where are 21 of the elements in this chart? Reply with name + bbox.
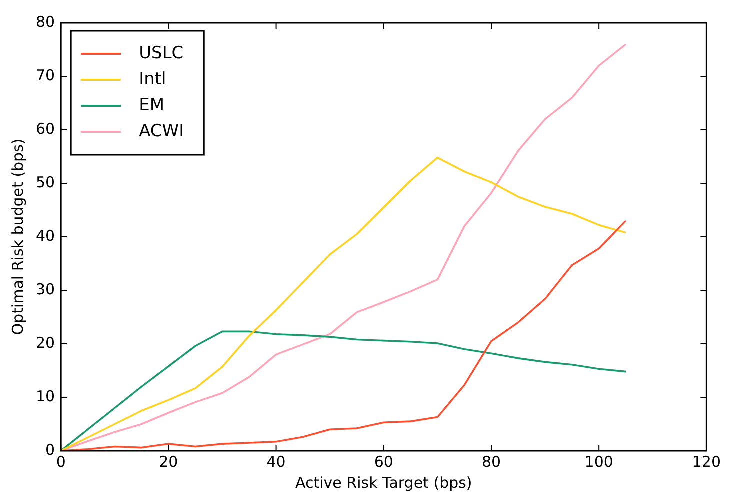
- x-tick-label: 120: [692, 452, 722, 471]
- y-tick-label: 10: [36, 387, 56, 406]
- y-tick-label: 70: [36, 66, 56, 84]
- legend-label: USLC: [139, 43, 184, 64]
- x-tick-label: 60: [374, 452, 394, 471]
- y-tick-label: 30: [36, 280, 56, 298]
- y-tick-label: 60: [36, 120, 56, 138]
- x-tick-label: 40: [266, 452, 286, 471]
- y-tick-label: 20: [36, 334, 56, 352]
- y-tick-label: 0: [46, 440, 56, 459]
- y-tick-label: 50: [36, 173, 56, 192]
- y-tick-label: 80: [36, 12, 56, 31]
- x-tick-label: 80: [482, 452, 502, 471]
- y-tick-label: 40: [36, 226, 56, 245]
- y-axis-title: Optimal Risk budget (bps): [8, 138, 27, 336]
- legend-label: Intl: [139, 69, 166, 90]
- x-tick-label: 20: [159, 452, 178, 471]
- legend-label: EM: [139, 95, 165, 116]
- x-tick-label: 100: [584, 452, 614, 471]
- x-axis-title: Active Risk Target (bps): [296, 474, 472, 492]
- legend-label: ACWI: [139, 121, 184, 142]
